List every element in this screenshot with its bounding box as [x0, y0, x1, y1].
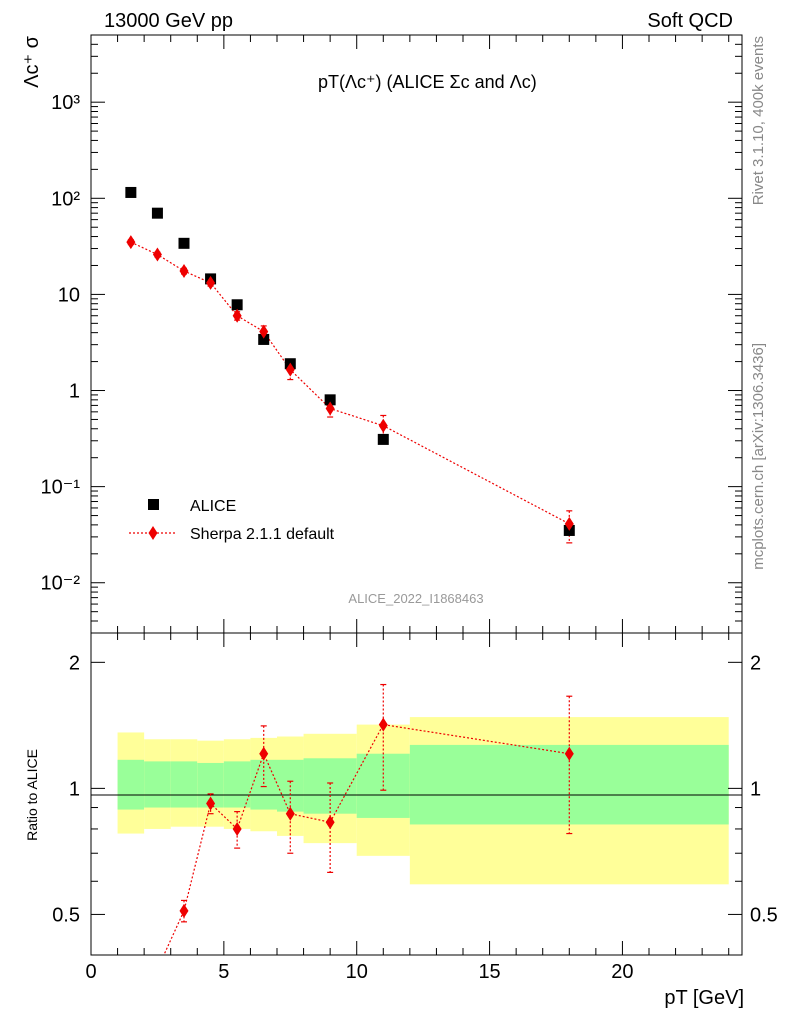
alice-point: [377, 433, 389, 445]
sherpa-point: [378, 418, 388, 433]
legend-marker-alice: [148, 499, 159, 510]
ratio-point: [285, 806, 295, 821]
ratio-y-tick-label-right: 0.5: [750, 904, 778, 926]
ratio-band-inner: [303, 758, 357, 814]
ratio-point: [179, 903, 189, 918]
sherpa-point: [259, 324, 269, 339]
ratio-panel-ticks: 0 5 10 15 20 0.5 0.5 1 1 2 2: [52, 633, 778, 983]
ratio-point: [153, 962, 162, 976]
alice-point: [324, 394, 336, 406]
chart-title: pT(Λc⁺) (ALICE Σc and Λc): [318, 72, 537, 92]
ratio-y-axis-label: Ratio to ALICE: [24, 749, 40, 841]
sherpa-point: [325, 401, 335, 416]
main-panel-frame: [90, 34, 743, 634]
ratio-y-tick-label-right: 1: [750, 778, 761, 800]
sherpa-point: [152, 247, 162, 262]
ratio-point: [378, 717, 388, 732]
sherpa-point: [232, 308, 242, 323]
ratio-y-tick-label-right: 2: [750, 652, 761, 674]
ratio-point: [259, 746, 269, 761]
y-tick-label: 1: [69, 381, 80, 403]
x-tick-label: 10: [346, 961, 368, 983]
alice-point: [231, 299, 243, 311]
legend-marker-sherpa: [148, 526, 158, 540]
ratio-point: [325, 815, 335, 830]
legend-label-sherpa: Sherpa 2.1.1 default: [190, 526, 335, 543]
ratio-band-inner: [117, 759, 145, 810]
alice-point: [178, 237, 190, 249]
sherpa-point: [179, 264, 189, 279]
alice-point: [125, 186, 137, 198]
main-panel-ticks: 10⁻² 10⁻¹ 1 10 10² 10³: [41, 34, 742, 634]
analysis-watermark: ALICE_2022_I1868463: [348, 591, 483, 606]
x-axis-label: pT [GeV]: [664, 987, 744, 1009]
ratio-band-inner: [170, 761, 198, 808]
ratio-line: [163, 723, 570, 955]
x-tick-label: 20: [611, 961, 633, 983]
ratio-panel-marks: [126, 683, 574, 1014]
y-tick-label: 10⁻¹: [41, 477, 81, 499]
ratio-band-inner: [250, 759, 277, 810]
alice-point: [151, 207, 163, 219]
ratio-band-inner: [144, 761, 171, 808]
legend: ALICE Sherpa 2.1.1 default: [129, 498, 335, 543]
ratio-point: [206, 796, 216, 811]
sherpa-point: [206, 275, 216, 290]
y-tick-label: 10⁻²: [41, 573, 81, 595]
rivet-version-label: Rivet 3.1.10, 400k events: [750, 36, 767, 205]
x-tick-label: 0: [85, 961, 96, 983]
y-tick-label: 10²: [51, 188, 80, 210]
ratio-band-inner: [223, 761, 251, 808]
x-tick-label: 15: [478, 961, 500, 983]
sherpa-point: [285, 362, 295, 377]
beam-label: 13000 GeV pp: [104, 10, 233, 32]
ratio-y-tick-label: 2: [69, 652, 80, 674]
main-panel-marks: [125, 186, 575, 544]
y-tick-label: 10³: [51, 92, 80, 114]
sherpa-point: [126, 235, 136, 250]
legend-label-alice: ALICE: [190, 498, 236, 515]
ratio-point: [564, 746, 574, 761]
ratio-point: [232, 821, 242, 836]
ratio-y-tick-label: 0.5: [52, 904, 80, 926]
ratio-y-tick-label: 1: [69, 778, 80, 800]
main-panel: 10⁻² 10⁻¹ 1 10 10² 10³ pT(Λc⁺) (ALICE Σc and …: [21, 34, 743, 634]
main-y-axis-label: Λc⁺ σ: [21, 35, 43, 87]
sherpa-point: [564, 516, 574, 531]
sherpa-line: [130, 241, 570, 525]
y-tick-label: 10: [58, 284, 80, 306]
alice-point: [258, 333, 270, 345]
ratio-panel-frame: [90, 632, 743, 956]
ratio-point: [126, 1000, 135, 1014]
x-tick-label: 5: [218, 961, 229, 983]
mcplots-label: mcplots.cern.ch [arXiv:1306.3436]: [750, 343, 767, 570]
process-label: Soft QCD: [647, 10, 733, 32]
ratio-panel: 0 5 10 15 20 0.5 0.5 1 1 2 2 Ratio to ALICE pT [Ge…: [24, 632, 778, 1014]
